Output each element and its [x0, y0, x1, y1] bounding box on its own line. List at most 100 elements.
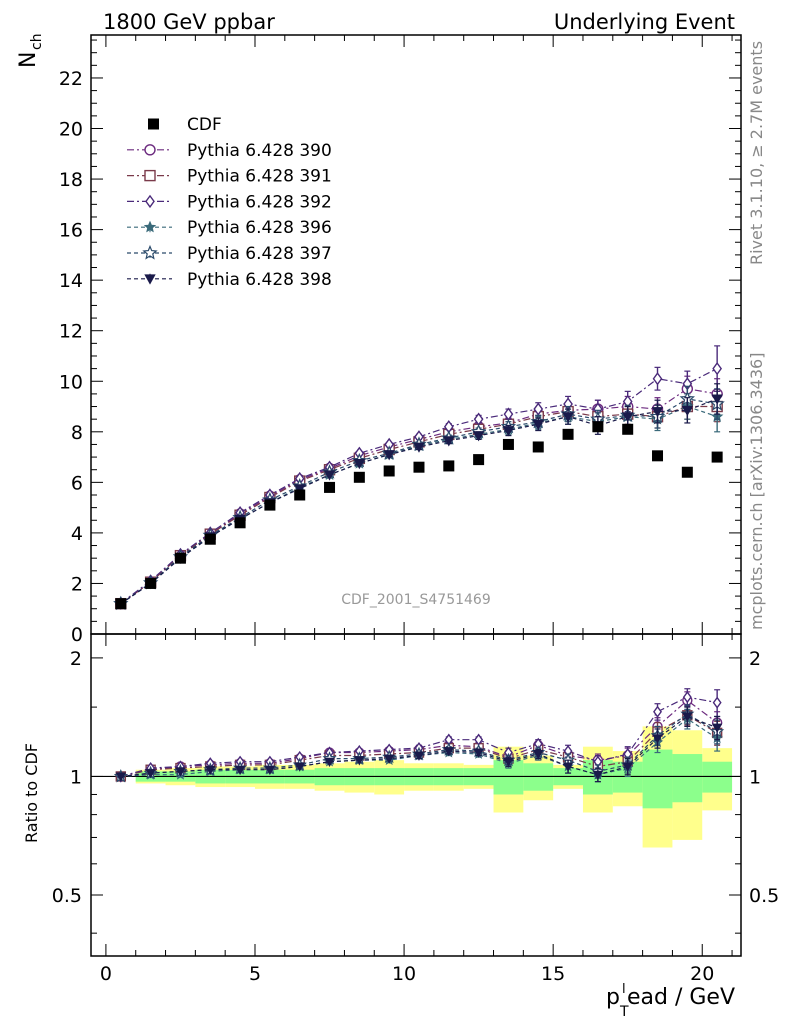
main-ytick-label: 8	[71, 422, 83, 444]
ratio-point	[234, 765, 246, 776]
ratio-point	[562, 762, 574, 772]
ratio-series-line	[120, 714, 718, 778]
ratio-ytick-label-right: 0.5	[749, 885, 779, 907]
ratio-ylabel: Ratio to CDF	[22, 743, 41, 843]
legend-entry-1: Pythia 6.428 390	[127, 141, 332, 161]
ratio-band-green	[672, 754, 703, 803]
ratio-point	[324, 757, 335, 768]
legend-label: Pythia 6.428 392	[187, 192, 332, 212]
main-series-line	[120, 405, 718, 605]
main-point	[652, 372, 663, 386]
main-plot: 0 2 4 6 8 10 12 14 16 18 20 22	[59, 34, 742, 646]
legend-marker	[144, 274, 156, 285]
legend-marker-cdf	[148, 118, 159, 130]
legend: CDF Pythia 6.428 390 Pythia 6.428 391 Pythi…	[127, 115, 332, 290]
ratio-point	[383, 754, 395, 764]
ratio-plot: 0.5 0.51 12 20 5 10 15 20	[52, 633, 779, 985]
cdf-data-point	[622, 423, 634, 435]
cdf-data-point	[443, 460, 455, 472]
header-left: 1800 GeV ppbar	[103, 10, 275, 34]
cdf-data-point	[204, 533, 216, 545]
main-series-line	[120, 405, 718, 605]
cdf-data-point	[502, 438, 514, 450]
ratio-point	[682, 690, 692, 704]
main-point	[651, 407, 664, 418]
ratio-point	[712, 696, 722, 709]
ratio-ytick-label: 0.5	[52, 885, 82, 907]
side-label-top: Rivet 3.1.10, ≥ 2.7M events	[747, 41, 766, 265]
legend-label-cdf: CDF	[187, 115, 222, 135]
cdf-data-point	[562, 428, 574, 440]
ratio-point	[294, 762, 305, 772]
legend-entry-5: Pythia 6.428 397	[127, 244, 332, 264]
main-ytick-label: 2	[71, 573, 83, 595]
main-point	[532, 419, 544, 431]
legend-marker	[144, 169, 156, 182]
cdf-data-point	[413, 461, 425, 473]
ratio-point	[443, 747, 454, 757]
legend-label: Pythia 6.428 390	[187, 141, 332, 161]
ratio-point	[473, 748, 484, 758]
main-ytick-label: 20	[59, 119, 83, 141]
ratio-xtick-label: 0	[100, 963, 112, 985]
ratio-point	[653, 705, 662, 718]
main-ytick-label: 16	[59, 220, 83, 242]
main-point	[622, 412, 634, 423]
ratio-point	[354, 756, 365, 766]
main-point	[681, 405, 694, 417]
cdf-data-point	[324, 481, 336, 493]
ratio-xtick-label: 10	[392, 963, 416, 985]
side-label-bottom: mcplots.cern.ch [arXiv:1306.3436]	[747, 353, 766, 630]
ratio-frame	[90, 633, 742, 957]
legend-label: Pythia 6.428 398	[187, 270, 332, 290]
ratio-series-line	[120, 718, 718, 778]
main-point	[413, 442, 425, 453]
ratio-ytick-label-right: 1	[749, 766, 761, 788]
main-data-series	[115, 421, 723, 610]
ratio-series-line	[120, 715, 718, 778]
main-ylabel-main: N	[16, 52, 41, 68]
ratio-ytick-label-right: 2	[749, 648, 761, 670]
ratio-point	[205, 765, 216, 776]
ratio-point	[264, 765, 276, 776]
main-ytick-label: 12	[59, 321, 83, 343]
x-axis-label: p T l ead / GeV	[606, 982, 735, 1020]
main-ytick-label: 22	[59, 68, 83, 90]
header-right: Underlying Event	[554, 10, 735, 34]
ratio-point	[533, 750, 544, 760]
main-ylabel: N ch	[16, 33, 45, 68]
ratio-point	[413, 751, 425, 761]
cdf-data-point	[115, 598, 127, 610]
ratio-series-6	[115, 706, 723, 783]
cdf-data-point	[652, 450, 664, 462]
main-point	[353, 458, 366, 470]
ratio-point	[652, 734, 663, 744]
cdf-data-point	[711, 451, 723, 463]
main-point	[383, 450, 395, 461]
ratio-point	[175, 767, 186, 777]
main-ytick-label: 6	[71, 472, 83, 494]
main-ytick-label: 4	[71, 523, 83, 545]
main-ytick-label: 10	[59, 371, 83, 393]
cdf-data-point	[145, 577, 157, 589]
legend-marker	[143, 220, 157, 233]
main-point	[472, 431, 485, 442]
legend-label: Pythia 6.428 397	[187, 244, 332, 264]
main-ylabel-sub: ch	[29, 33, 45, 50]
legend-marker	[142, 244, 158, 260]
legend-entry-4: Pythia 6.428 396	[127, 218, 332, 238]
ratio-xtick-label: 15	[541, 963, 565, 985]
ratio-ytick-label: 2	[70, 648, 82, 670]
main-point	[712, 361, 723, 376]
cdf-data-point	[473, 454, 485, 466]
cdf-data-point	[353, 471, 365, 483]
main-ytick-label: 0	[71, 624, 83, 646]
watermark: CDF_2001_S4751469	[341, 592, 490, 608]
cdf-data-point	[592, 421, 604, 433]
legend-marker	[144, 144, 156, 156]
ratio-point	[711, 723, 723, 734]
x-axis-label-rest: ead / GeV	[627, 985, 735, 1010]
main-series-3	[115, 345, 723, 610]
ratio-band-green	[642, 749, 673, 809]
